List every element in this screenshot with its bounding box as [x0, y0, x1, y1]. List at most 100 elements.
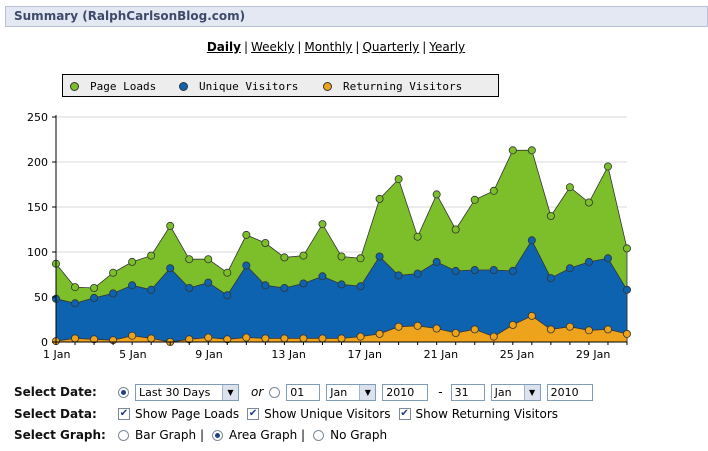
y-tick-label: 150 [27, 201, 48, 214]
data-point [470, 195, 479, 204]
data-point [356, 282, 365, 291]
data-point [71, 299, 80, 308]
period-separator: | [243, 40, 248, 54]
data-point [623, 285, 632, 294]
data-point [394, 175, 403, 184]
period-yearly-link[interactable]: Yearly [429, 40, 466, 54]
data-point [584, 198, 593, 207]
x-tick-label: 9 Jan [195, 348, 222, 361]
data-point [508, 266, 517, 275]
period-monthly-link[interactable]: Monthly [304, 40, 353, 54]
data-point [584, 326, 593, 335]
data-point [261, 281, 270, 290]
period-daily-link[interactable]: Daily [206, 40, 241, 54]
data-point [603, 325, 612, 334]
data-point [565, 264, 574, 273]
custom-range-radio[interactable] [269, 386, 281, 398]
data-point [147, 285, 156, 294]
period-links: Daily | Weekly | Monthly | Quarterly | Yearly [0, 40, 672, 54]
data-point [527, 236, 536, 245]
select-date-row: Select Date: Last 30 Days ▼ or 01 Jan ▼ … [14, 382, 599, 402]
chevron-down-icon[interactable]: ▼ [222, 384, 238, 400]
data-point [299, 251, 308, 260]
data-point [185, 283, 194, 292]
data-point [318, 334, 327, 343]
data-point [584, 257, 593, 266]
data-point [204, 278, 213, 287]
y-tick-label: 250 [27, 111, 48, 124]
to-year-input[interactable]: 2010 [546, 383, 593, 401]
legend-returning-visitors: Returning Visitors [323, 79, 462, 93]
data-point [489, 186, 498, 195]
from-month-select[interactable]: Jan ▼ [326, 383, 377, 401]
chevron-down-icon[interactable]: ▼ [523, 384, 540, 400]
y-tick-label: 100 [27, 246, 48, 259]
select-graph-row: Select Graph: Bar Graph | Area Graph | N… [14, 425, 387, 445]
data-point [166, 264, 175, 273]
unique-visitors-checkbox[interactable]: ✔ [247, 408, 260, 420]
data-point [261, 334, 270, 343]
data-point [470, 325, 479, 334]
legend-page-loads: Page Loads [70, 79, 156, 93]
chevron-down-icon[interactable]: ▼ [359, 384, 376, 400]
unique-visitors-checkbox-label[interactable]: Show Unique Visitors [264, 407, 391, 421]
no-graph-label[interactable]: No Graph [330, 428, 388, 442]
period-quarterly-link[interactable]: Quarterly [362, 40, 420, 54]
to-month-value: Jan [494, 385, 512, 399]
data-point [603, 162, 612, 171]
bar-graph-label[interactable]: Bar Graph | [135, 428, 204, 442]
from-year-input[interactable]: 2010 [382, 383, 429, 401]
period-weekly-link[interactable]: Weekly [251, 40, 295, 54]
area-chart: 0 50 100 150 200 250 1 Jan 5 Jan 9 Jan 13 Jan 17 J… [27, 111, 632, 361]
data-point [280, 253, 289, 262]
area-graph-radio[interactable] [212, 429, 223, 441]
data-point [90, 283, 99, 292]
y-tick-label: 200 [27, 156, 48, 169]
area-graph-label[interactable]: Area Graph | [229, 428, 306, 442]
preset-range-radio[interactable] [118, 386, 129, 398]
data-point [90, 293, 99, 302]
page-loads-checkbox-label[interactable]: Show Page Loads [135, 407, 240, 421]
data-point [451, 266, 460, 275]
data-point [432, 257, 441, 266]
data-point [432, 190, 441, 199]
no-graph-radio[interactable] [313, 429, 325, 441]
to-day-input[interactable]: 31 [450, 383, 485, 401]
summary-title: Summary (RalphCarlsonBlog.com) [14, 9, 246, 23]
data-point [223, 268, 232, 277]
data-point [527, 146, 536, 155]
data-point [413, 321, 422, 330]
range-select[interactable]: Last 30 Days ▼ [135, 383, 239, 401]
to-month-select[interactable]: Jan ▼ [490, 383, 541, 401]
from-day-input[interactable]: 01 [286, 383, 321, 401]
returning-visitors-checkbox[interactable]: ✔ [398, 408, 411, 420]
data-point [375, 194, 384, 203]
page-loads-checkbox[interactable]: ✔ [118, 408, 130, 420]
data-point [109, 268, 118, 277]
period-separator: | [297, 40, 302, 54]
data-point [356, 332, 365, 341]
data-point [451, 225, 460, 234]
data-point [204, 255, 213, 264]
data-point [623, 329, 632, 338]
select-graph-label: Select Graph: [14, 428, 106, 442]
data-point [280, 283, 289, 292]
period-separator: | [355, 40, 360, 54]
period-separator: | [422, 40, 427, 54]
from-month-value: Jan [330, 385, 348, 399]
x-tick-label: 5 Jan [119, 348, 146, 361]
data-point [147, 251, 156, 260]
data-point [147, 334, 156, 343]
data-point [166, 221, 175, 230]
series-area-1 [55, 239, 628, 343]
data-point [375, 252, 384, 261]
data-point [223, 291, 232, 300]
x-tick-label: 1 Jan [43, 348, 70, 361]
data-point [489, 332, 498, 341]
bar-graph-radio[interactable] [118, 429, 129, 441]
data-point [432, 324, 441, 333]
unique-visitors-legend-marker [179, 81, 188, 91]
returning-visitors-checkbox-label[interactable]: Show Returning Visitors [415, 407, 559, 421]
select-date-label: Select Date: [14, 385, 97, 399]
data-point [318, 272, 327, 281]
